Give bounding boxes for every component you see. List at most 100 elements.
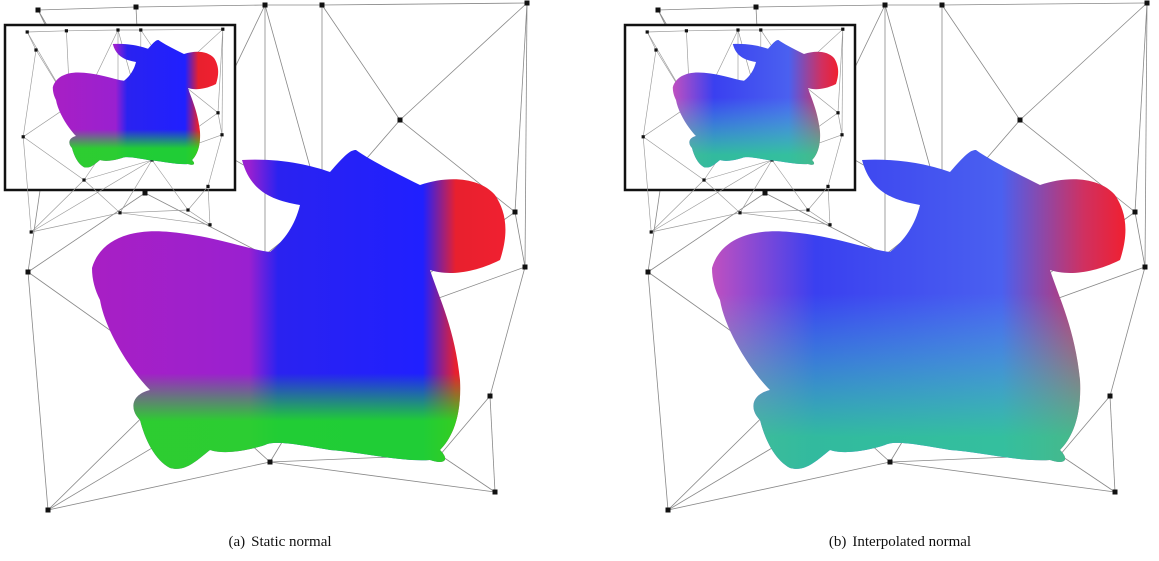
figure: {"figure": {"panels": [ {"label": "(a)",… bbox=[0, 0, 1159, 561]
mesh-vertex bbox=[208, 223, 211, 226]
mesh-vertex bbox=[646, 30, 649, 33]
mesh-edge bbox=[1020, 3, 1147, 120]
mesh-vertex bbox=[186, 208, 189, 211]
mesh-vertex bbox=[513, 210, 518, 215]
mesh-vertex bbox=[759, 28, 762, 31]
mesh-vertex bbox=[36, 8, 41, 13]
inset bbox=[625, 25, 855, 234]
caption-b: (b) Interpolated normal bbox=[700, 534, 1100, 551]
mesh-edge bbox=[525, 3, 527, 267]
mesh-edge bbox=[322, 5, 400, 120]
mesh-vertex bbox=[34, 48, 37, 51]
mesh-vertex bbox=[268, 460, 273, 465]
mesh-vertex bbox=[523, 265, 528, 270]
mesh-vertex bbox=[940, 3, 945, 8]
mesh-edge bbox=[756, 5, 885, 7]
mesh-edge bbox=[136, 5, 265, 7]
mesh-edge bbox=[668, 462, 890, 510]
mesh-vertex bbox=[1133, 210, 1138, 215]
mesh-vertex bbox=[525, 1, 530, 6]
mesh-edge bbox=[490, 396, 495, 492]
mesh-vertex bbox=[888, 460, 893, 465]
mesh-vertex bbox=[754, 5, 759, 10]
mesh-vertex bbox=[398, 118, 403, 123]
mesh-edge bbox=[490, 267, 525, 396]
mesh-edge bbox=[1135, 212, 1145, 267]
mesh-edge bbox=[322, 3, 527, 5]
mesh-edge bbox=[740, 210, 808, 213]
mesh-edge bbox=[740, 213, 830, 225]
mesh-vertex bbox=[46, 508, 51, 513]
mesh-edge bbox=[31, 213, 120, 232]
mesh-vertex bbox=[116, 28, 119, 31]
panel-a-image bbox=[5, 1, 530, 513]
caption-label: (b) bbox=[829, 534, 847, 550]
mesh-edge bbox=[28, 272, 48, 510]
mesh-vertex bbox=[1143, 265, 1148, 270]
mesh-edge bbox=[942, 5, 1020, 120]
mesh-vertex bbox=[26, 270, 31, 275]
mesh-vertex bbox=[642, 135, 645, 138]
mesh-edge bbox=[658, 7, 756, 10]
mesh-vertex bbox=[488, 394, 493, 399]
mesh-edge bbox=[270, 462, 495, 492]
mesh-edge bbox=[890, 462, 1115, 492]
mesh-edge bbox=[400, 3, 527, 120]
mesh-vertex bbox=[738, 211, 741, 214]
caption-a: (a) Static normal bbox=[80, 534, 480, 551]
panel-b-image bbox=[625, 1, 1150, 513]
mesh-edge bbox=[1110, 267, 1145, 396]
mesh-vertex bbox=[840, 133, 843, 136]
mesh-vertex bbox=[646, 270, 651, 275]
mesh-vertex bbox=[26, 30, 29, 33]
mesh-vertex bbox=[320, 3, 325, 8]
mesh-vertex bbox=[221, 28, 224, 31]
mesh-vertex bbox=[883, 3, 888, 8]
mesh-vertex bbox=[134, 5, 139, 10]
mesh-vertex bbox=[826, 185, 829, 188]
mesh-vertex bbox=[841, 28, 844, 31]
mesh-vertex bbox=[1108, 394, 1113, 399]
mesh-vertex bbox=[82, 178, 85, 181]
caption-text: Static normal bbox=[251, 534, 331, 550]
mesh-edge bbox=[515, 3, 527, 212]
mesh-vertex bbox=[654, 48, 657, 51]
mesh-vertex bbox=[656, 8, 661, 13]
mesh-edge bbox=[942, 3, 1147, 5]
mesh-edge bbox=[208, 186, 210, 224]
mesh-vertex bbox=[206, 185, 209, 188]
mesh-vertex bbox=[1018, 118, 1023, 123]
mesh-vertex bbox=[685, 29, 688, 32]
mesh-vertex bbox=[118, 211, 121, 214]
mesh-vertex bbox=[220, 133, 223, 136]
mesh-vertex bbox=[65, 29, 68, 32]
mesh-edge bbox=[440, 455, 495, 492]
inset bbox=[5, 25, 235, 234]
mesh-edge bbox=[515, 212, 525, 267]
mesh-vertex bbox=[493, 490, 498, 495]
mesh-edge bbox=[828, 186, 830, 224]
mesh-vertex bbox=[836, 111, 839, 114]
figure-images bbox=[0, 0, 1159, 530]
mesh-vertex bbox=[828, 223, 831, 226]
mesh-edge bbox=[120, 210, 188, 213]
mesh-edge bbox=[1135, 3, 1147, 212]
mesh-vertex bbox=[216, 111, 219, 114]
mesh-edge bbox=[120, 213, 210, 225]
mesh-vertex bbox=[30, 230, 33, 233]
mesh-edge bbox=[1060, 455, 1115, 492]
mesh-vertex bbox=[1145, 1, 1150, 6]
mesh-vertex bbox=[263, 3, 268, 8]
mesh-vertex bbox=[666, 508, 671, 513]
mesh-vertex bbox=[702, 178, 705, 181]
mesh-edge bbox=[651, 213, 740, 232]
mesh-vertex bbox=[650, 230, 653, 233]
mesh-vertex bbox=[736, 28, 739, 31]
caption-label: (a) bbox=[228, 534, 245, 550]
caption-text: Interpolated normal bbox=[852, 534, 971, 550]
mesh-edge bbox=[1145, 3, 1147, 267]
mesh-vertex bbox=[806, 208, 809, 211]
mesh-edge bbox=[48, 462, 270, 510]
mesh-edge bbox=[1110, 396, 1115, 492]
mesh-vertex bbox=[139, 28, 142, 31]
